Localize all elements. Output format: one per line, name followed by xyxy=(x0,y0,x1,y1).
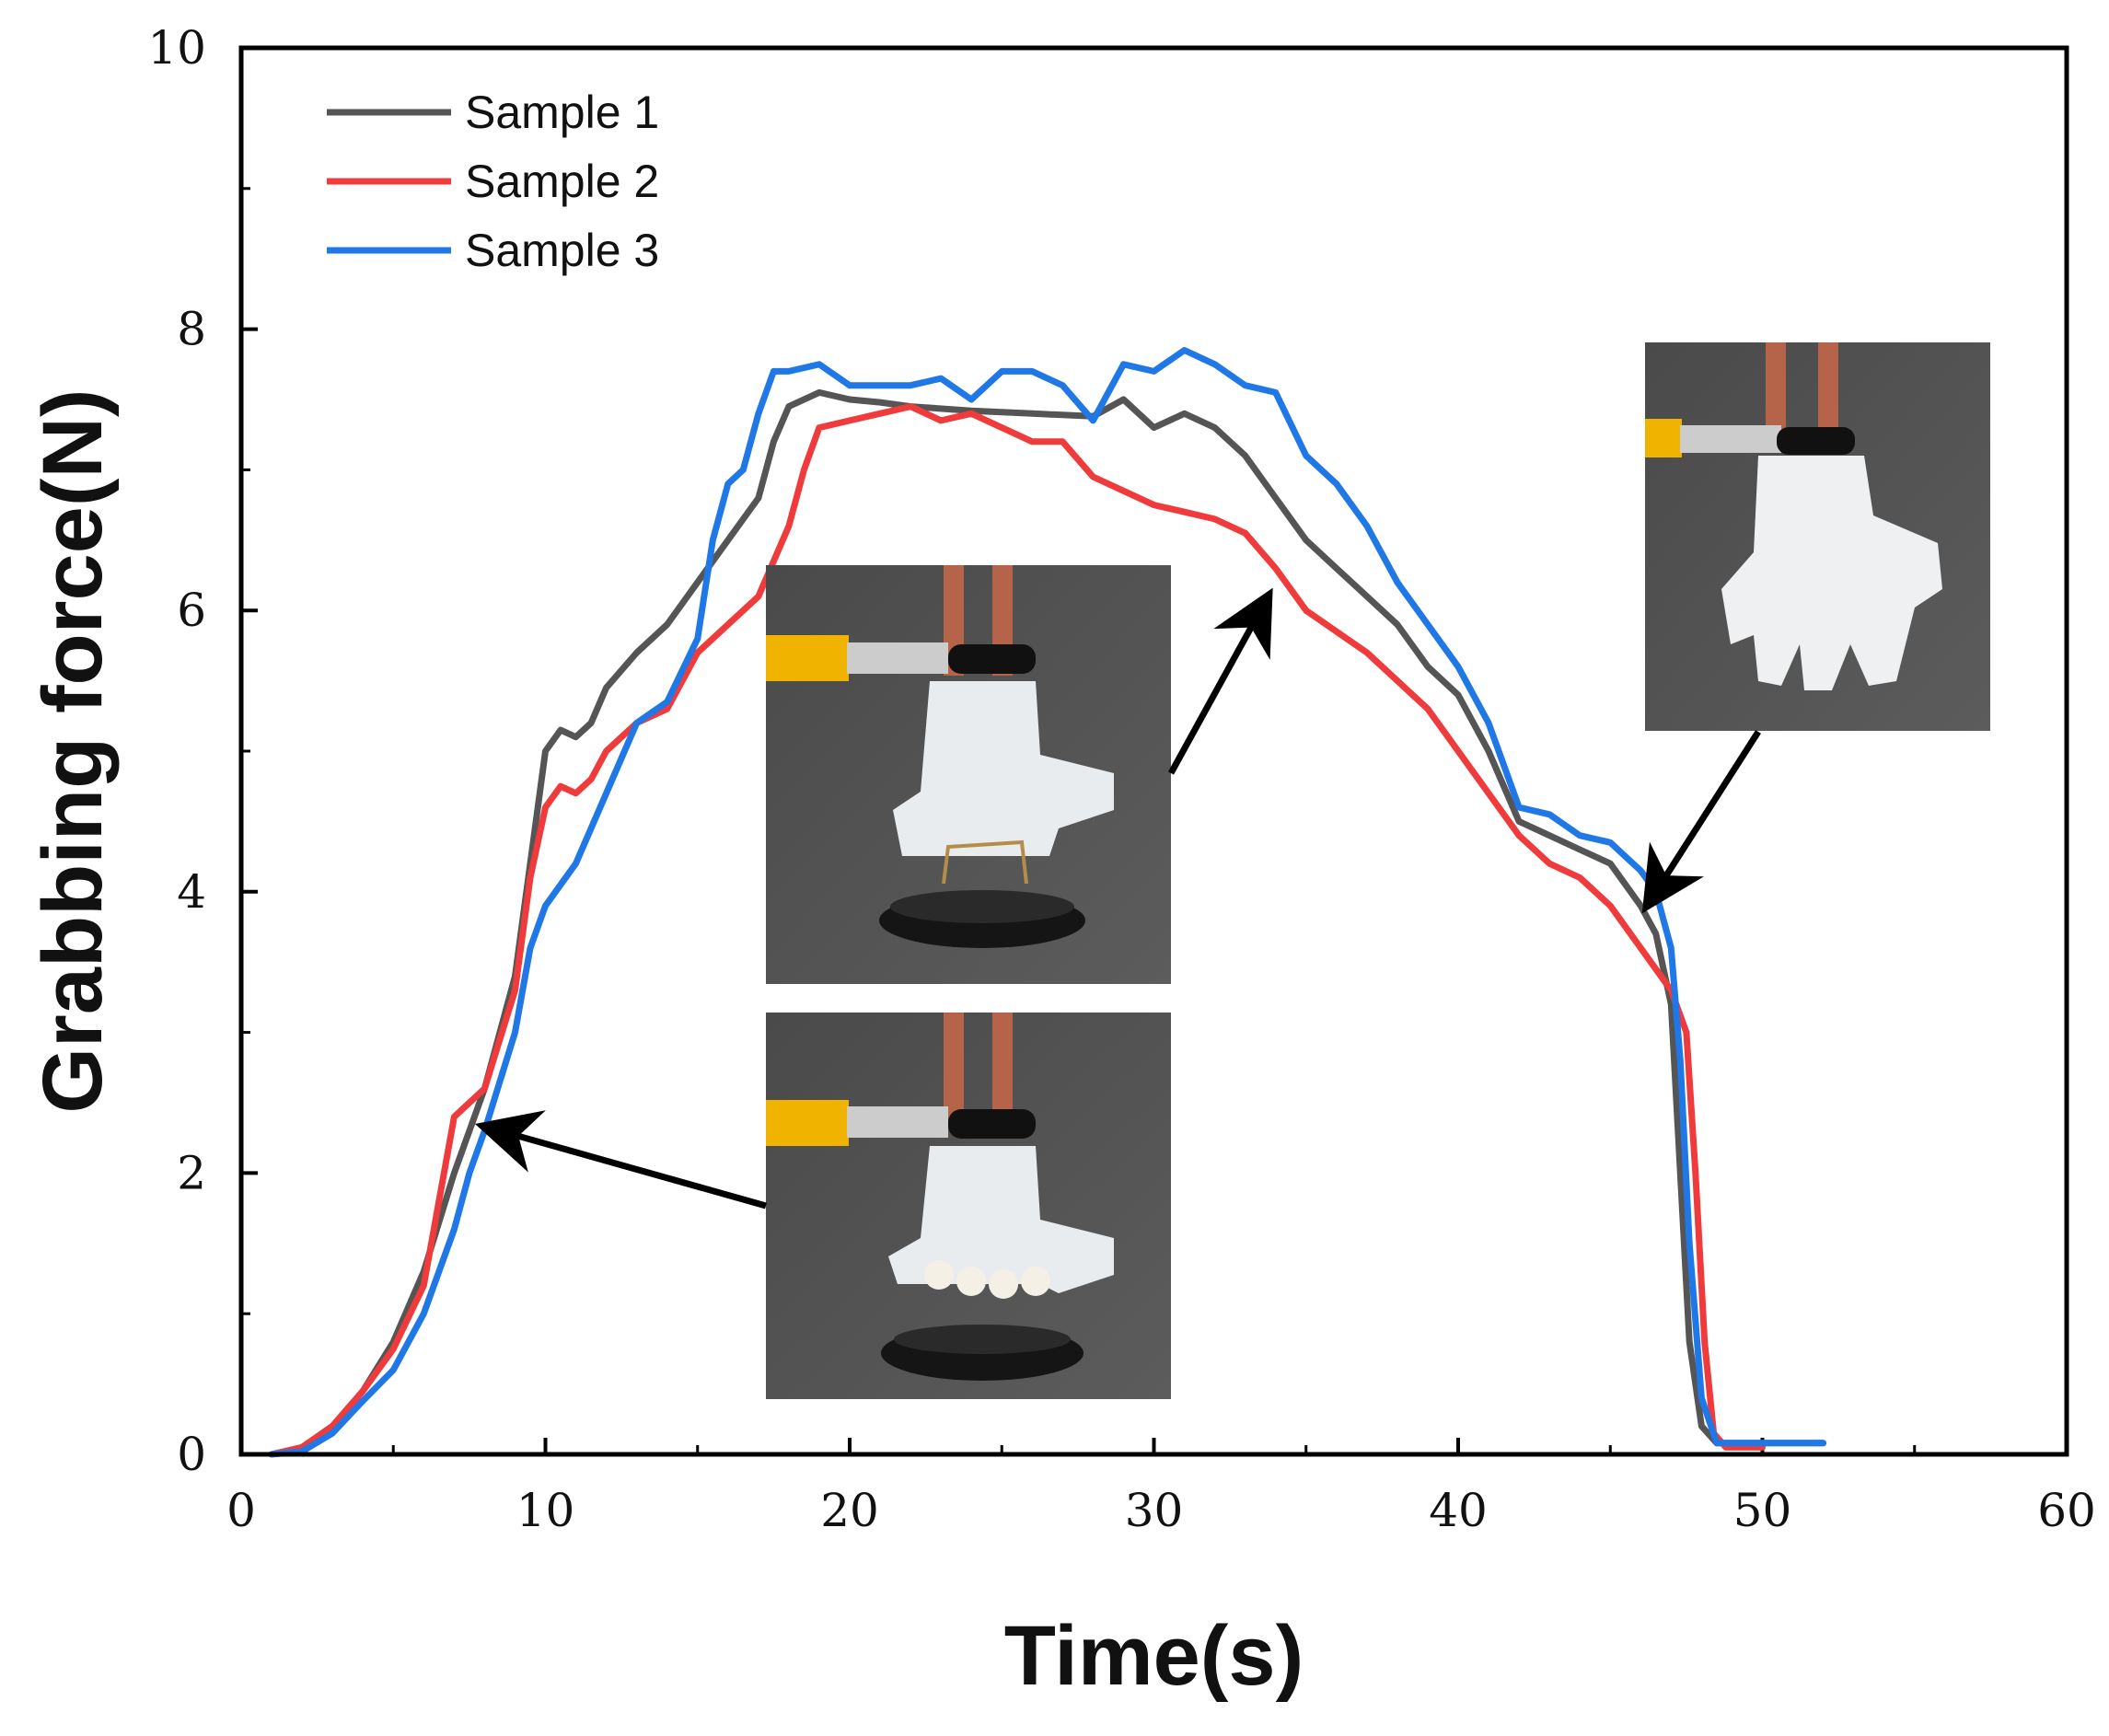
arrow-inset-grasp-start xyxy=(474,1110,767,1209)
inset-photo-grasp-hold xyxy=(766,565,1171,984)
axis-titles: Time(s) Grabbing force(N) xyxy=(26,388,1304,1703)
inset-photo-grasp-start xyxy=(766,1013,1171,1399)
series-line-sample-3 xyxy=(268,347,1827,1458)
y-tick-label-1: 2 xyxy=(177,1146,206,1199)
y-tick-label-2: 4 xyxy=(177,865,206,919)
x-tick-label-3: 30 xyxy=(1125,1484,1184,1537)
x-tick-label-5: 50 xyxy=(1733,1484,1792,1537)
y-axis-title: Grabbing force(N) xyxy=(26,388,120,1113)
legend-label-3: Sample 3 xyxy=(465,225,659,276)
y-tick-label-3: 6 xyxy=(177,584,206,637)
series-layer xyxy=(268,347,1827,1458)
annotation-arrows xyxy=(474,587,1761,1209)
x-tick-label-1: 10 xyxy=(516,1484,575,1537)
x-tick-label-6: 60 xyxy=(2037,1484,2096,1537)
legend-label-1: Sample 1 xyxy=(465,87,659,138)
x-tick-label-2: 20 xyxy=(820,1484,879,1537)
arrow-inset-grasp-hold xyxy=(1167,587,1273,775)
x-axis-title: Time(s) xyxy=(1004,1609,1304,1703)
x-tick-label-4: 40 xyxy=(1429,1484,1488,1537)
legend-label-2: Sample 2 xyxy=(465,156,659,207)
y-tick-label-5: 10 xyxy=(147,21,206,75)
y-tick-label-4: 8 xyxy=(177,303,206,356)
ticks-layer: 0 10 20 30 40 50 60 0 2 4 6 8 10 xyxy=(147,21,2095,1537)
x-tick-label-0: 0 xyxy=(226,1484,256,1537)
series-line-sample-2 xyxy=(268,403,1766,1458)
y-tick-label-0: 0 xyxy=(177,1428,206,1481)
inset-photo-release xyxy=(1645,342,1990,731)
legend: Sample 1 Sample 2 Sample 3 xyxy=(327,87,659,276)
arrow-inset-release xyxy=(1641,730,1761,914)
plot-frame xyxy=(238,45,2069,1457)
